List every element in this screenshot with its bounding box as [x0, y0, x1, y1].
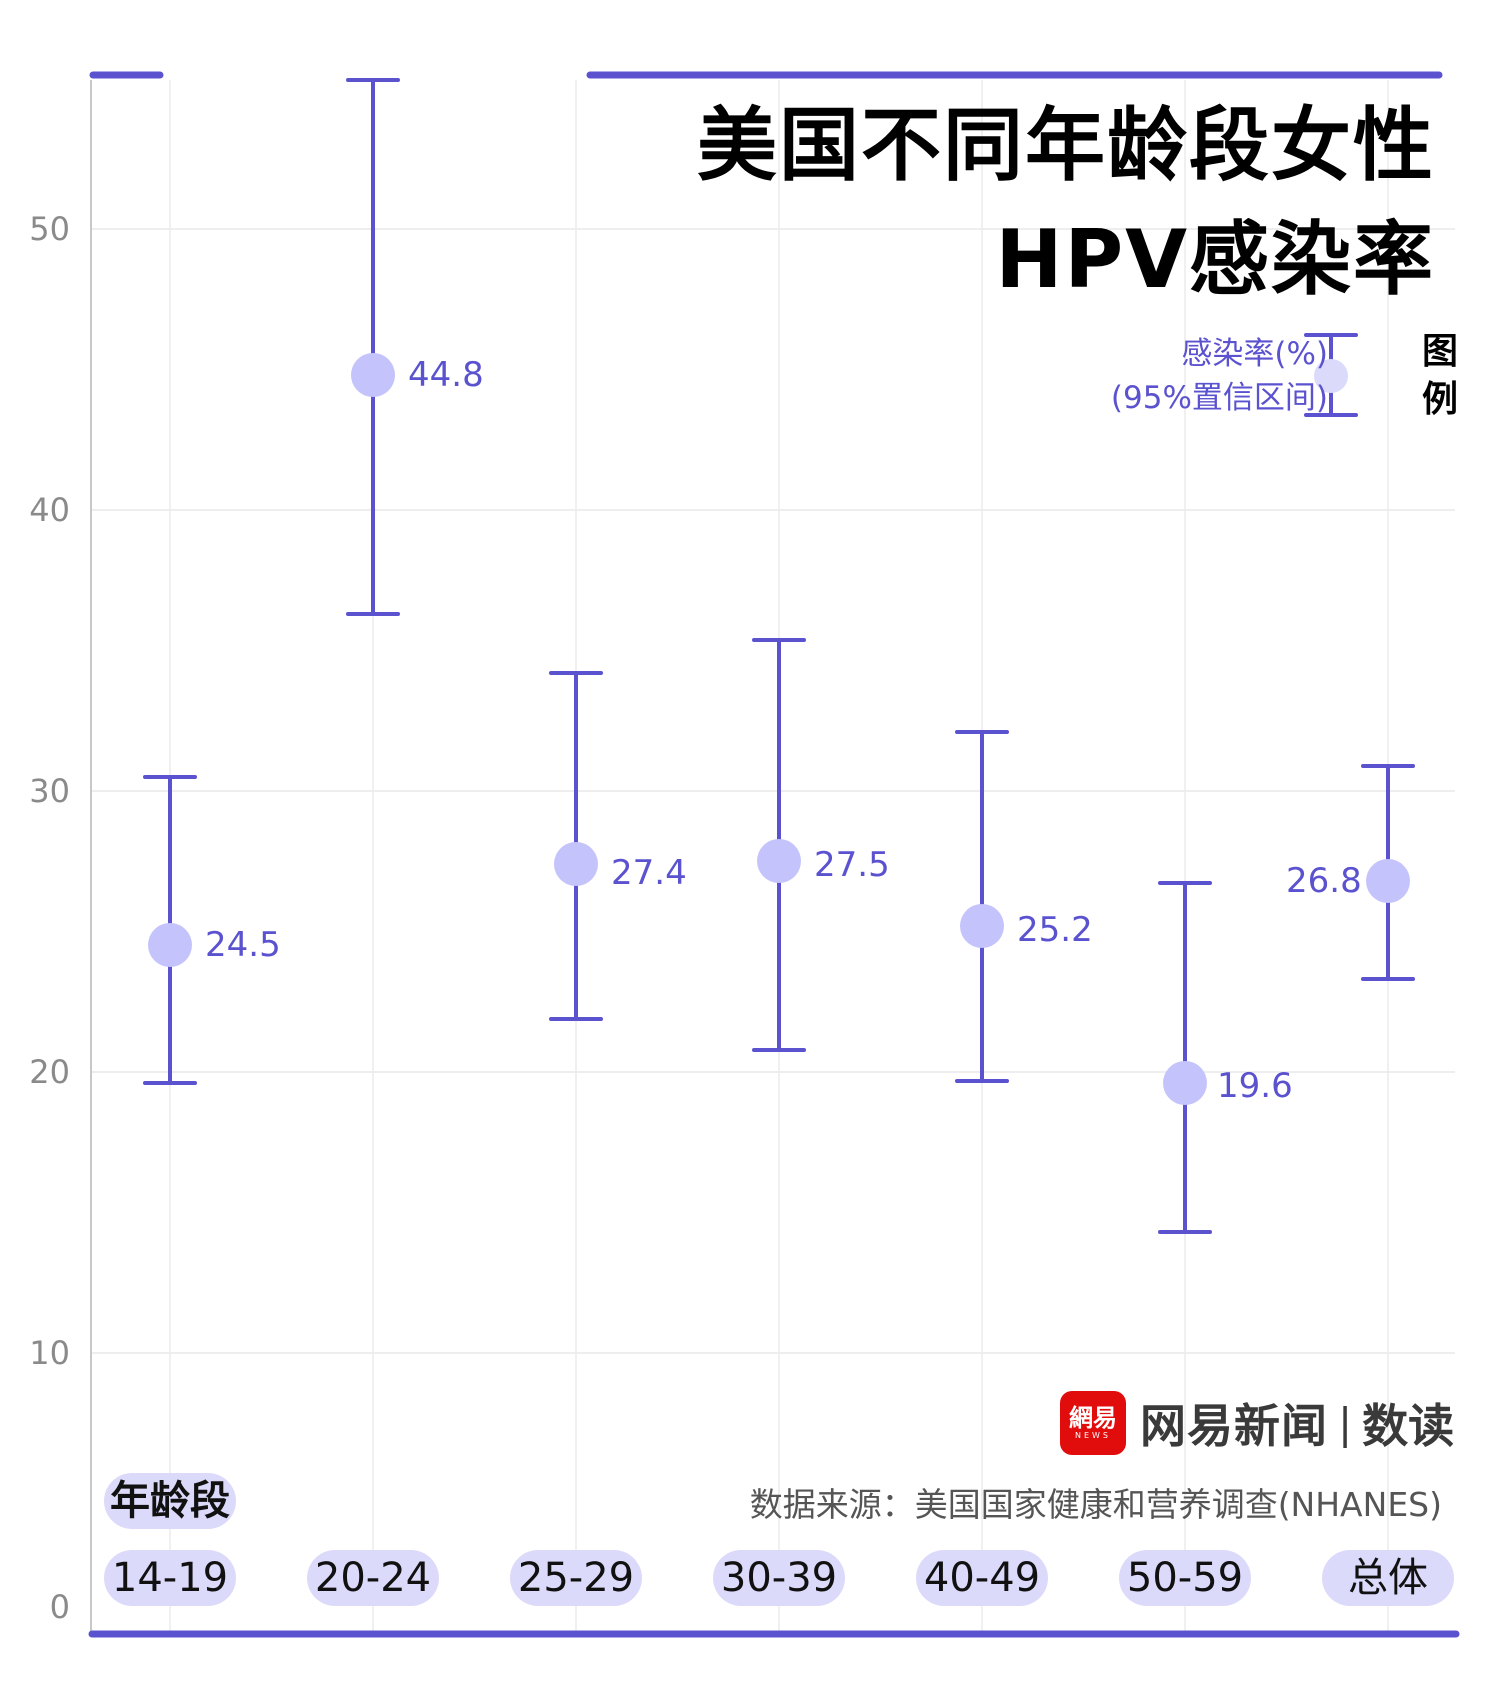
value-label-30-39: 27.5 [814, 845, 890, 885]
point-14-19 [148, 923, 192, 967]
value-label-14-19: 24.5 [205, 925, 281, 965]
x-label-total: 总体 [1322, 1550, 1454, 1606]
value-label-20-24: 44.8 [408, 355, 484, 395]
legend-heading: 图 例 [1420, 328, 1460, 424]
legend-dot-icon [1314, 359, 1348, 393]
point-50-59 [1163, 1061, 1207, 1105]
y-tick-40: 40 [29, 491, 70, 529]
legend-heading-1: 图 [1421, 331, 1458, 372]
brand-name: 网易新闻 [1140, 1399, 1328, 1453]
value-label-25-29: 27.4 [611, 853, 687, 893]
point-total [1366, 859, 1410, 903]
legend-heading-2: 例 [1421, 379, 1458, 420]
x-label-30-39: 30-39 [713, 1550, 845, 1606]
point-25-29 [554, 842, 598, 886]
chart-title-line-2: HPV感染率 [995, 213, 1435, 306]
legend-label: 感染率(%) (95%置信区间) [1111, 332, 1328, 420]
horizontal-gridlines [91, 228, 1455, 1354]
y-tick-0: 0 [49, 1588, 70, 1626]
y-tick-20: 20 [29, 1053, 70, 1091]
y-tick-30: 30 [29, 772, 70, 810]
point-30-39 [757, 839, 801, 883]
value-label-total: 26.8 [1286, 861, 1362, 901]
chart-title-line-1: 美国不同年龄段女性 [697, 99, 1435, 192]
y-tick-50: 50 [29, 210, 70, 248]
brand-logo: 網易 NEWS 网易新闻 | 数读 [1060, 1390, 1454, 1456]
point-40-49 [960, 904, 1004, 948]
x-label-20-24: 20-24 [307, 1550, 439, 1606]
x-axis-title: 年龄段 [104, 1473, 236, 1529]
data-source: 数据来源：美国国家健康和营养调查(NHANES) [749, 1485, 1442, 1524]
legend: 感染率(%) (95%置信区间) 图 例 [1040, 328, 1460, 438]
legend-label-line-1: 感染率(%) [1181, 336, 1328, 372]
point-20-24 [351, 353, 395, 397]
x-label-40-49: 40-49 [916, 1550, 1048, 1606]
x-label-50-59: 50-59 [1119, 1550, 1251, 1606]
netease-news-badge-icon: 網易 NEWS [1060, 1391, 1126, 1455]
data-points [148, 353, 1410, 1105]
legend-label-line-2: (95%置信区间) [1110, 380, 1328, 416]
brand-separator: | [1338, 1398, 1353, 1448]
value-label-40-49: 25.2 [1017, 910, 1093, 950]
brand-sub: 数读 [1362, 1399, 1455, 1453]
y-tick-10: 10 [29, 1334, 70, 1372]
x-label-25-29: 25-29 [510, 1550, 642, 1606]
x-label-14-19: 14-19 [104, 1550, 236, 1606]
value-label-50-59: 19.6 [1217, 1066, 1293, 1106]
